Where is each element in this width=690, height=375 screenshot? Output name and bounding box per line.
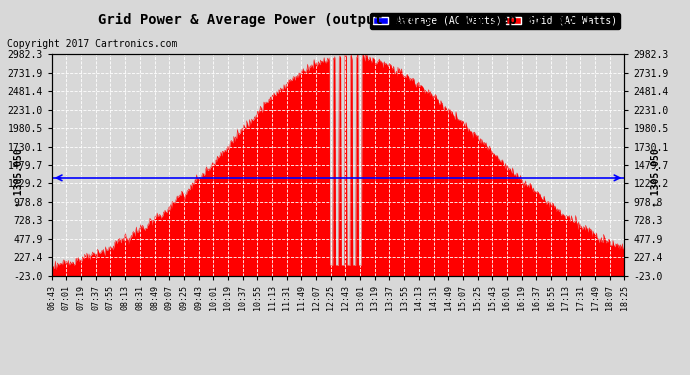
Text: Grid Power & Average Power (output watts)  Mon Sep 25 18:41: Grid Power & Average Power (output watts…: [98, 13, 592, 27]
Text: Copyright 2017 Cartronics.com: Copyright 2017 Cartronics.com: [7, 39, 177, 50]
Legend: Average (AC Watts), Grid (AC Watts): Average (AC Watts), Grid (AC Watts): [371, 13, 620, 28]
Text: ↑ 1305.050: ↑ 1305.050: [651, 148, 661, 207]
Text: ↑ 1305.050: ↑ 1305.050: [14, 148, 24, 207]
